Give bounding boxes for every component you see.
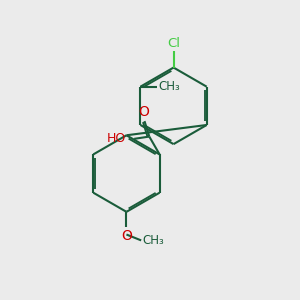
Text: HO: HO xyxy=(107,132,126,146)
Text: CH₃: CH₃ xyxy=(158,80,180,93)
Text: CH₃: CH₃ xyxy=(142,234,164,247)
Text: O: O xyxy=(121,230,132,244)
Text: Cl: Cl xyxy=(167,37,180,50)
Text: O: O xyxy=(139,105,149,119)
